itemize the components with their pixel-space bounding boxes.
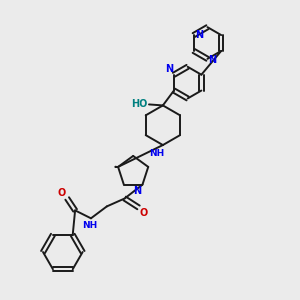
Text: N: N: [208, 55, 217, 65]
Text: N: N: [165, 64, 173, 74]
Text: O: O: [140, 208, 148, 218]
Text: O: O: [58, 188, 66, 197]
Text: HO: HO: [131, 99, 147, 110]
Text: N: N: [134, 186, 142, 196]
Text: NH: NH: [82, 221, 98, 230]
Text: N: N: [195, 30, 203, 40]
Text: NH: NH: [149, 149, 165, 158]
